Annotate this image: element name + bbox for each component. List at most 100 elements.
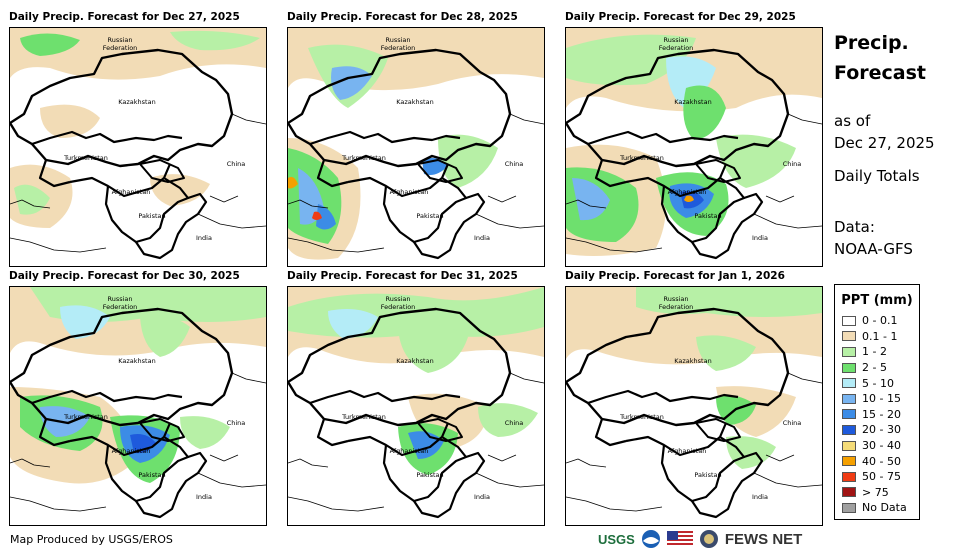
logo-strip: USGS FEWS NET <box>598 527 802 551</box>
label-federation: Federation <box>659 44 694 52</box>
precip-overlay <box>566 287 822 469</box>
precip-area <box>328 309 378 339</box>
forecast-panel-2: Daily Precip. Forecast for Dec 28, 2025 <box>287 11 545 269</box>
kazakh-south-border <box>587 389 739 405</box>
side-title: Precip. Forecast <box>834 32 926 84</box>
label-china: China <box>783 160 802 168</box>
legend-item: 15 - 20 <box>835 407 919 423</box>
caspian-border <box>594 418 627 447</box>
label-india: India <box>474 234 490 242</box>
label-federation: Federation <box>103 44 138 52</box>
label-china: China <box>227 160 246 168</box>
label-afghanistan: Afghanistan <box>390 188 429 196</box>
caspian-border <box>38 159 71 188</box>
central-asia-outline <box>566 48 790 168</box>
legend-label: 40 - 50 <box>862 454 901 468</box>
label-india: India <box>196 234 212 242</box>
usaid-seal-icon <box>699 530 718 548</box>
label-turkmenistan: Turkmenistan <box>341 413 386 421</box>
map-svg: Russian Federation Kazakhstan Turkmenist… <box>288 28 544 260</box>
label-federation: Federation <box>381 44 416 52</box>
precip-area <box>716 134 796 188</box>
precip-area <box>288 176 298 189</box>
forecast-panel-5: Daily Precip. Forecast for Dec 31, 2025 <box>287 270 545 528</box>
panel-title: Daily Precip. Forecast for Dec 29, 2025 <box>565 11 796 23</box>
label-india: India <box>752 234 768 242</box>
pakistan-border <box>413 192 486 260</box>
country-borders <box>10 48 266 260</box>
legend-item: 2 - 5 <box>835 360 919 376</box>
label-russia: Russian <box>107 295 132 303</box>
precip-map: Russian Federation Kazakhstan Turkmenist… <box>9 286 267 526</box>
precip-map: Russian Federation Kazakhstan Turkmenist… <box>565 27 823 267</box>
label-pakistan: Pakistan <box>138 471 165 479</box>
afghan-border <box>660 177 746 244</box>
usgs-logo: USGS <box>598 531 635 547</box>
map-svg: Russian Federation Kazakhstan Turkmenist… <box>566 28 822 260</box>
precip-area <box>60 305 110 339</box>
legend-item: 0.1 - 1 <box>835 329 919 345</box>
legend-item: 0 - 0.1 <box>835 313 919 329</box>
kyrgyz-border <box>417 418 463 442</box>
label-turkmenistan: Turkmenistan <box>63 413 108 421</box>
us-flag-icon <box>666 531 693 547</box>
legend-swatch <box>842 456 856 467</box>
precip-map: Russian Federation Kazakhstan Turkmenist… <box>565 286 823 526</box>
label-china: China <box>505 160 524 168</box>
label-afghanistan: Afghanistan <box>668 188 707 196</box>
forecast-panel-4: Daily Precip. Forecast for Dec 30, 2025 <box>9 270 267 528</box>
precip-area <box>316 204 336 230</box>
precip-area <box>572 178 610 221</box>
legend-swatch <box>842 502 856 513</box>
legend-label: No Data <box>862 501 907 515</box>
label-russia: Russian <box>663 36 688 44</box>
legend-label: 30 - 40 <box>862 439 901 453</box>
country-borders <box>288 307 544 519</box>
label-pakistan: Pakistan <box>694 471 721 479</box>
country-borders <box>566 307 822 519</box>
pakistan-border <box>413 451 486 519</box>
legend-swatch <box>842 424 856 435</box>
precip-area <box>666 56 716 108</box>
label-india: India <box>752 493 768 501</box>
precip-area <box>438 134 498 188</box>
legend-swatch <box>842 315 856 326</box>
pakistan-border <box>135 192 208 260</box>
caspian-border <box>316 159 349 188</box>
precip-area <box>180 416 230 449</box>
precip-area <box>20 33 80 56</box>
label-kazakhstan: Kazakhstan <box>396 357 433 365</box>
legend-label: > 75 <box>862 485 889 499</box>
caspian-border <box>38 418 71 447</box>
central-asia-outline <box>10 48 234 168</box>
map-svg: Russian Federation Kazakhstan Turkmenist… <box>566 287 822 519</box>
label-afghanistan: Afghanistan <box>668 447 707 455</box>
label-afghanistan: Afghanistan <box>390 447 429 455</box>
label-turkmenistan: Turkmenistan <box>63 154 108 162</box>
precip-overlay <box>288 28 544 260</box>
thin-borders <box>753 472 822 488</box>
afghan-border <box>382 436 468 503</box>
afghan-border <box>382 177 468 244</box>
precip-area <box>726 436 776 469</box>
kazakh-south-border <box>587 130 739 146</box>
precip-area <box>696 335 756 371</box>
label-pakistan: Pakistan <box>416 471 443 479</box>
kyrgyz-border <box>695 159 741 183</box>
label-russia: Russian <box>663 295 688 303</box>
thin-borders <box>197 213 266 229</box>
label-afghanistan: Afghanistan <box>112 188 151 196</box>
map-svg: Russian Federation Kazakhstan Turkmenist… <box>10 287 266 519</box>
legend-swatch <box>842 331 856 342</box>
map-svg: Russian Federation Kazakhstan Turkmenist… <box>288 287 544 519</box>
legend-item: No Data <box>835 500 919 516</box>
label-china: China <box>505 419 524 427</box>
afghan-border <box>104 436 190 503</box>
legend-label: 5 - 10 <box>862 376 894 390</box>
credit-text: Map Produced by USGS/EROS <box>10 533 173 546</box>
legend-swatch <box>842 440 856 451</box>
label-russia: Russian <box>385 36 410 44</box>
label-india: India <box>196 493 212 501</box>
legend-label: 15 - 20 <box>862 407 901 421</box>
label-pakistan: Pakistan <box>416 212 443 220</box>
